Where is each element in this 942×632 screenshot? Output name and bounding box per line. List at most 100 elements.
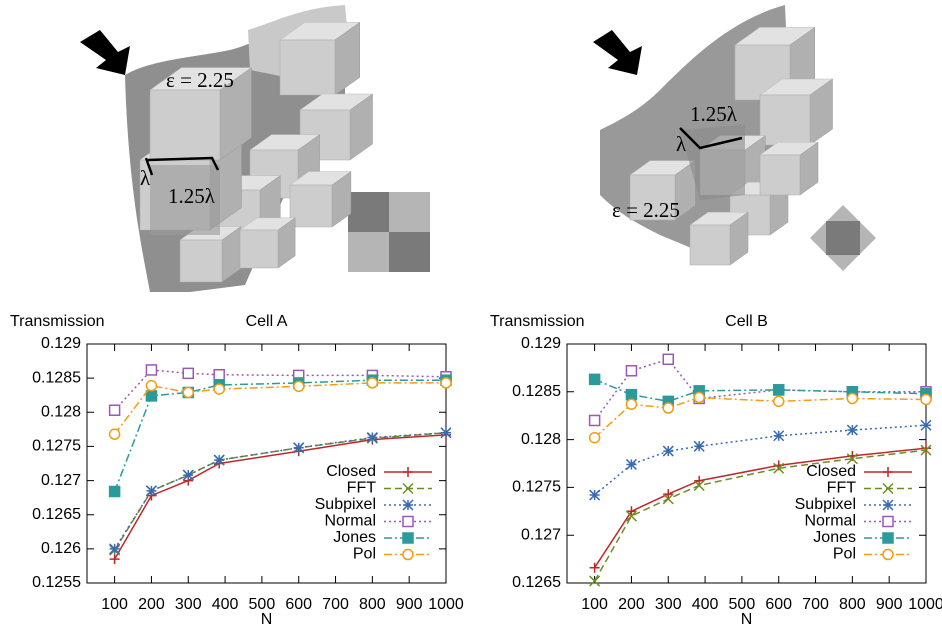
marker xyxy=(883,467,893,477)
chart-title: Cell A xyxy=(246,313,288,330)
series-line xyxy=(113,434,447,560)
y-tick-label: 0.1285 xyxy=(32,369,81,386)
x-tick-label: 200 xyxy=(138,596,165,613)
cube-front xyxy=(759,154,801,196)
marker xyxy=(589,489,601,501)
x-tick-label: 300 xyxy=(655,596,682,613)
marker xyxy=(109,543,121,555)
x-tick-label: 1000 xyxy=(428,596,464,613)
arrow xyxy=(80,30,130,75)
marker xyxy=(145,379,158,392)
cube-front xyxy=(689,224,731,266)
x-tick-label: 400 xyxy=(692,596,719,613)
series-line xyxy=(594,424,927,496)
marker xyxy=(108,404,121,416)
marker xyxy=(920,444,932,456)
legend-label: FFT xyxy=(827,480,857,497)
legend-label: Closed xyxy=(806,463,856,480)
cube-front xyxy=(179,239,223,283)
marker xyxy=(402,532,414,544)
marker xyxy=(882,515,894,528)
marker xyxy=(366,432,378,444)
height-label: λ xyxy=(676,132,687,156)
dimension-bracket xyxy=(144,156,220,176)
cubes xyxy=(139,21,834,283)
legend-label: Subpixel xyxy=(795,496,856,513)
marker xyxy=(772,395,785,408)
y-tick-label: 0.126 xyxy=(41,540,81,557)
marker xyxy=(213,454,225,466)
legend-label: Closed xyxy=(326,463,376,480)
marker xyxy=(588,414,601,427)
y-tick-label: 0.1265 xyxy=(512,574,561,591)
y-axis-label: Transmission xyxy=(490,313,585,330)
y-tick-label: 0.128 xyxy=(41,404,81,421)
marker xyxy=(625,388,638,401)
permittivity-label: ε = 2.25 xyxy=(166,68,234,92)
marker xyxy=(440,377,452,389)
series-line xyxy=(594,396,927,439)
marker xyxy=(920,393,932,406)
marker xyxy=(588,431,601,444)
marker xyxy=(882,532,894,544)
marker xyxy=(663,489,674,500)
cube-front xyxy=(629,174,676,221)
marker xyxy=(292,380,305,393)
marker xyxy=(145,364,158,376)
marker xyxy=(921,443,931,454)
x-tick-label: 700 xyxy=(322,596,349,613)
marker xyxy=(662,445,674,457)
marker xyxy=(882,482,894,495)
dimension-bracket xyxy=(679,127,743,150)
x-tick-label: 500 xyxy=(249,596,276,613)
legend-label: Pol xyxy=(353,546,376,563)
marker xyxy=(213,368,225,381)
y-tick-label: 0.129 xyxy=(521,335,561,352)
marker xyxy=(772,384,785,396)
chart: 0.1265 0.127 0.1275 0.128 0.1285 0.129 100 200 3… xyxy=(490,313,942,628)
marker xyxy=(625,398,638,410)
series-line xyxy=(593,449,927,582)
marker xyxy=(693,479,705,492)
marker xyxy=(182,367,195,380)
marker xyxy=(213,383,225,395)
icon-cell xyxy=(389,192,430,232)
chart-title: Cell B xyxy=(725,313,768,330)
marker xyxy=(293,442,305,454)
x-tick-label: 200 xyxy=(618,596,645,613)
y-tick-label: 0.128 xyxy=(521,431,561,448)
legend-label: Pol xyxy=(833,546,856,563)
x-axis-label: N xyxy=(261,611,273,628)
icon-cell xyxy=(348,232,389,272)
marker xyxy=(588,373,601,386)
marker xyxy=(182,386,195,399)
marker xyxy=(626,506,637,517)
marker xyxy=(846,453,858,465)
marker xyxy=(625,365,638,377)
marker xyxy=(402,482,414,495)
x-tick-label: 900 xyxy=(396,596,423,613)
y-tick-label: 0.127 xyxy=(41,472,81,489)
marker xyxy=(773,462,785,474)
marker xyxy=(403,467,413,477)
marker xyxy=(693,440,705,452)
legend-label: Normal xyxy=(804,513,856,530)
marker xyxy=(882,499,894,511)
y-tick-label: 0.1265 xyxy=(32,506,81,523)
y-tick-label: 0.1285 xyxy=(512,383,561,400)
marker xyxy=(145,390,158,402)
cube-front xyxy=(149,89,221,161)
icon-cell xyxy=(348,192,389,232)
x-tick-label: 700 xyxy=(802,596,829,613)
cube-dark xyxy=(150,165,220,235)
marker xyxy=(366,377,379,389)
labels xyxy=(144,127,743,176)
cube-front xyxy=(279,39,336,96)
y-tick-label: 0.1275 xyxy=(32,438,81,455)
cube-front xyxy=(289,184,333,228)
marker xyxy=(662,493,674,505)
marker xyxy=(625,510,637,522)
marker xyxy=(846,392,859,405)
